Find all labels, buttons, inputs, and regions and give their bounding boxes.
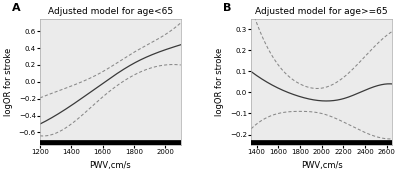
Y-axis label: logOR for stroke: logOR for stroke (215, 48, 224, 116)
X-axis label: PWV,cm/s: PWV,cm/s (301, 161, 342, 170)
Y-axis label: logOR for stroke: logOR for stroke (4, 48, 13, 116)
X-axis label: PWV,cm/s: PWV,cm/s (90, 161, 131, 170)
Text: A: A (12, 3, 20, 13)
Text: B: B (223, 3, 232, 13)
Title: Adjusted model for age<65: Adjusted model for age<65 (48, 7, 173, 16)
Title: Adjusted model for age>=65: Adjusted model for age>=65 (255, 7, 388, 16)
